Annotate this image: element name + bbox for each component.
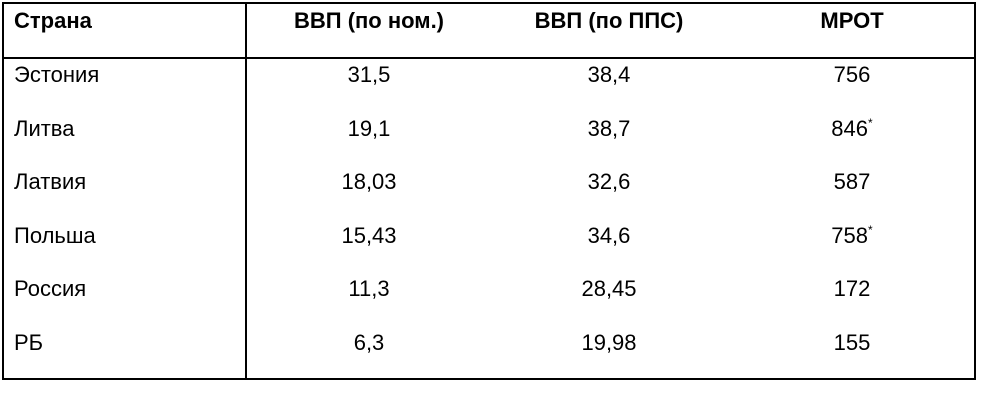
value-cell: 756 — [834, 62, 871, 88]
value-cell: 172 — [834, 276, 871, 302]
value-cell: 155 — [834, 330, 871, 356]
value-cell: 19,98 — [581, 329, 637, 355]
header-divider — [4, 57, 974, 59]
cell-text: 155 — [833, 329, 871, 355]
value-cell: 19,1 — [347, 115, 391, 141]
value-cell: 32,6 — [587, 169, 631, 194]
value-cell: 15,43 — [341, 222, 397, 248]
value-cell: 34,6 — [587, 222, 631, 248]
country-cell: Латвия — [14, 169, 87, 194]
value-cell: 38,7 — [587, 115, 631, 141]
value-cell: 587 — [834, 169, 871, 195]
cell-text: 172 — [833, 276, 871, 301]
header-cell: ВВП (по ППС) — [534, 8, 684, 33]
country-cell: Россия — [14, 276, 87, 301]
cell-text: 756 — [833, 62, 871, 87]
cell-text: 587 — [833, 169, 871, 194]
value-cell: 31,5 — [347, 62, 391, 87]
table-frame: Страна ВВП (по ном.) ВВП (по ППС) МРОТ Эстон… — [2, 2, 976, 380]
value-cell: 38,4 — [587, 62, 631, 87]
header-cell: Страна — [14, 8, 92, 33]
header-cell: ВВП (по ном.) — [293, 8, 445, 33]
value-cell: 6,3 — [353, 329, 385, 355]
country-cell: Польша — [14, 222, 96, 248]
value-cell: 28,45 — [581, 276, 637, 301]
column-divider — [245, 4, 247, 378]
value-cell: 758* — [831, 223, 872, 249]
country-cell: Литва — [14, 115, 75, 141]
footnote-mark: * — [868, 222, 873, 237]
value-cell: 846* — [831, 116, 872, 142]
cell-text: 758 — [831, 222, 869, 248]
header-cell: МРОТ — [820, 8, 884, 33]
value-cell: 11,3 — [348, 276, 390, 301]
country-cell: Эстония — [14, 62, 100, 87]
country-cell: РБ — [14, 329, 44, 355]
cell-text: 846 — [831, 115, 869, 141]
value-cell: 18,03 — [341, 169, 397, 194]
footnote-mark: * — [868, 115, 873, 130]
